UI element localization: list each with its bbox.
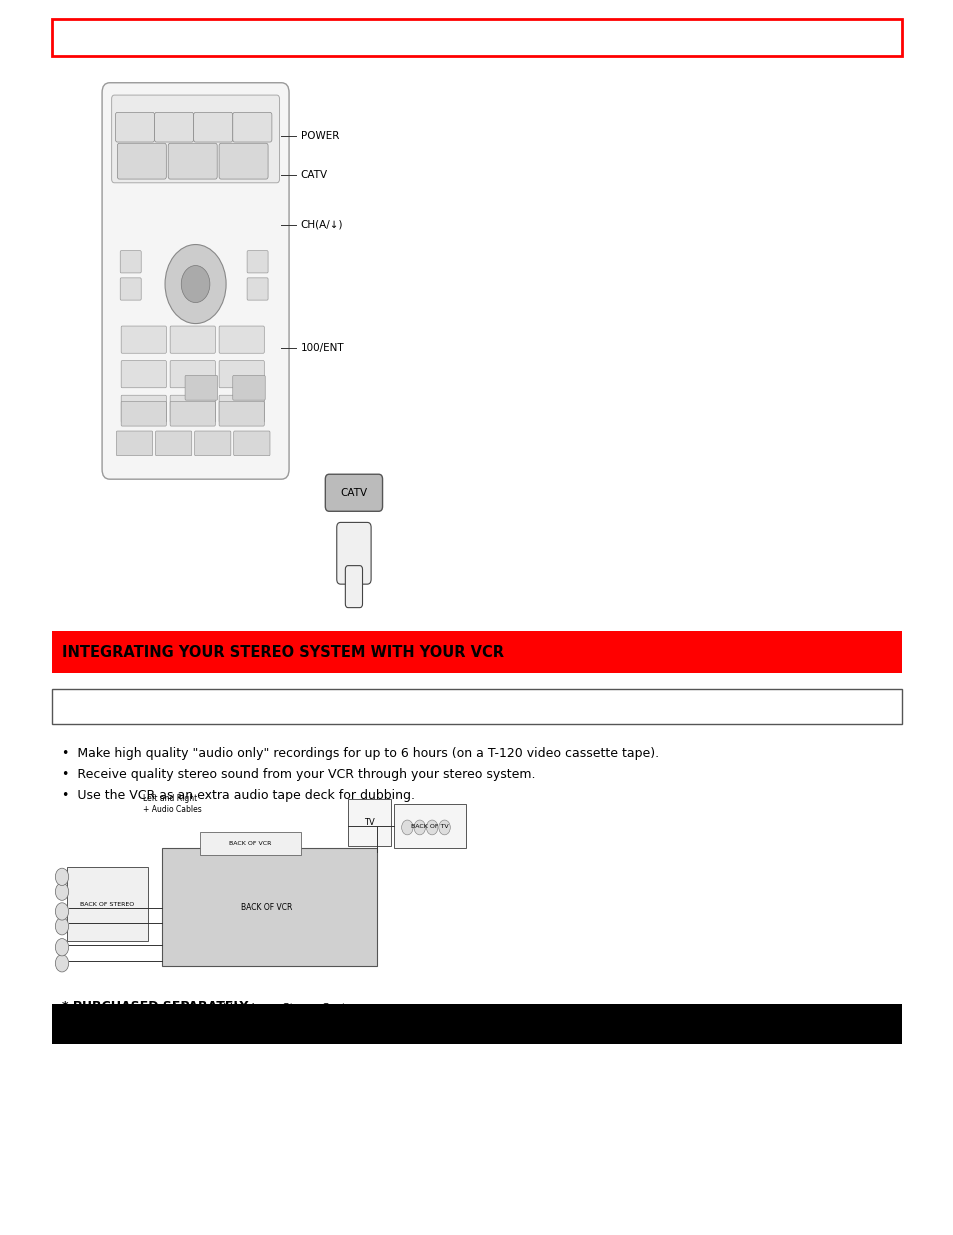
Circle shape bbox=[165, 245, 226, 324]
Bar bbox=[348, 799, 391, 846]
Circle shape bbox=[55, 918, 69, 935]
Circle shape bbox=[401, 820, 413, 835]
FancyBboxPatch shape bbox=[219, 395, 264, 422]
FancyBboxPatch shape bbox=[170, 401, 215, 426]
FancyBboxPatch shape bbox=[185, 375, 217, 400]
FancyBboxPatch shape bbox=[154, 112, 193, 142]
Bar bbox=[52, 631, 901, 673]
Circle shape bbox=[55, 883, 69, 900]
Text: + Audio Cables: + Audio Cables bbox=[143, 805, 202, 814]
FancyBboxPatch shape bbox=[121, 401, 166, 426]
FancyBboxPatch shape bbox=[219, 326, 264, 353]
FancyBboxPatch shape bbox=[325, 474, 382, 511]
Circle shape bbox=[426, 820, 437, 835]
Text: BACK OF VCR: BACK OF VCR bbox=[241, 903, 293, 913]
FancyBboxPatch shape bbox=[345, 566, 362, 608]
Text: 100/ENT: 100/ENT bbox=[300, 343, 344, 353]
Text: •  Receive quality stereo sound from your VCR through your stereo system.: • Receive quality stereo sound from your… bbox=[62, 768, 535, 782]
FancyBboxPatch shape bbox=[120, 251, 141, 273]
Text: BACK OF TV: BACK OF TV bbox=[411, 824, 449, 829]
Text: TV: TV bbox=[363, 818, 375, 827]
FancyBboxPatch shape bbox=[247, 251, 268, 273]
FancyBboxPatch shape bbox=[233, 112, 272, 142]
FancyBboxPatch shape bbox=[336, 522, 371, 584]
Text: CATV: CATV bbox=[300, 170, 327, 180]
FancyBboxPatch shape bbox=[247, 278, 268, 300]
FancyBboxPatch shape bbox=[120, 278, 141, 300]
FancyBboxPatch shape bbox=[219, 143, 268, 179]
Text: BACK OF STEREO: BACK OF STEREO bbox=[80, 902, 133, 906]
Bar bbox=[394, 804, 465, 848]
Circle shape bbox=[55, 939, 69, 956]
Text: Left and Right: Left and Right bbox=[143, 794, 197, 803]
Text: •  Use the VCR as an extra audio tape deck for dubbing.: • Use the VCR as an extra audio tape dec… bbox=[62, 789, 415, 803]
Text: INTEGRATING YOUR STEREO SYSTEM WITH YOUR VCR: INTEGRATING YOUR STEREO SYSTEM WITH YOUR… bbox=[62, 645, 503, 659]
FancyBboxPatch shape bbox=[219, 401, 264, 426]
FancyBboxPatch shape bbox=[170, 361, 215, 388]
Text: BACK OF VCR: BACK OF VCR bbox=[229, 841, 271, 846]
Bar bbox=[200, 832, 300, 855]
FancyBboxPatch shape bbox=[193, 112, 233, 142]
Text: CATV: CATV bbox=[340, 488, 367, 498]
Text: Advanced Hookup:  Stereo System: Advanced Hookup: Stereo System bbox=[171, 1003, 363, 1013]
FancyBboxPatch shape bbox=[194, 431, 231, 456]
Circle shape bbox=[55, 955, 69, 972]
Circle shape bbox=[55, 868, 69, 885]
FancyBboxPatch shape bbox=[121, 326, 166, 353]
FancyBboxPatch shape bbox=[233, 375, 265, 400]
FancyBboxPatch shape bbox=[116, 431, 152, 456]
FancyBboxPatch shape bbox=[233, 431, 270, 456]
Text: •  Make high quality "audio only" recordings for up to 6 hours (on a T-120 video: • Make high quality "audio only" recordi… bbox=[62, 747, 659, 761]
Bar bbox=[52, 19, 901, 56]
Circle shape bbox=[181, 266, 210, 303]
FancyBboxPatch shape bbox=[170, 326, 215, 353]
Circle shape bbox=[414, 820, 425, 835]
FancyBboxPatch shape bbox=[168, 143, 217, 179]
FancyBboxPatch shape bbox=[112, 95, 279, 183]
Circle shape bbox=[438, 820, 450, 835]
FancyBboxPatch shape bbox=[219, 361, 264, 388]
Bar bbox=[52, 1004, 901, 1044]
Text: * PURCHASED SEPARATELY: * PURCHASED SEPARATELY bbox=[62, 1000, 248, 1014]
FancyBboxPatch shape bbox=[117, 143, 166, 179]
FancyBboxPatch shape bbox=[102, 83, 289, 479]
Bar bbox=[52, 689, 901, 724]
Bar bbox=[162, 848, 376, 966]
FancyBboxPatch shape bbox=[121, 361, 166, 388]
Text: CH(A/↓): CH(A/↓) bbox=[300, 220, 343, 230]
Text: POWER: POWER bbox=[300, 131, 338, 141]
Bar bbox=[67, 867, 148, 941]
FancyBboxPatch shape bbox=[155, 431, 192, 456]
Circle shape bbox=[55, 903, 69, 920]
FancyBboxPatch shape bbox=[115, 112, 154, 142]
FancyBboxPatch shape bbox=[121, 395, 166, 422]
FancyBboxPatch shape bbox=[170, 395, 215, 422]
